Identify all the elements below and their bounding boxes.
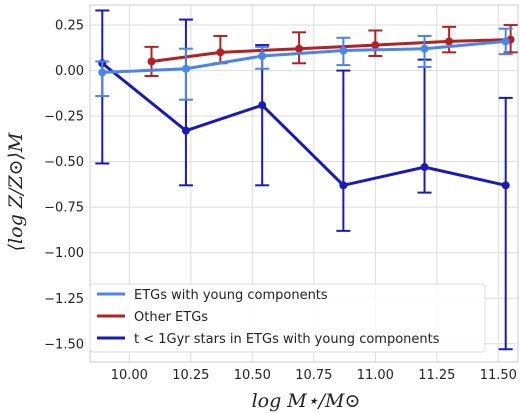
data-point — [501, 37, 510, 46]
x-tick-label: 10.50 — [234, 368, 271, 383]
series-line — [102, 39, 506, 74]
x-tick-label: 11.50 — [480, 368, 517, 383]
series-2 — [95, 9, 513, 351]
data-point — [147, 57, 156, 66]
y-tick-label: 0.00 — [55, 64, 84, 79]
y-tick-label: −1.50 — [44, 337, 84, 352]
data-point — [216, 48, 225, 57]
data-point — [445, 37, 454, 46]
legend-label-etgs-young: ETGs with young components — [134, 288, 328, 303]
x-tick-label: 10.75 — [295, 368, 332, 383]
data-point — [181, 126, 190, 135]
series-layer — [95, 9, 518, 351]
data-point — [258, 52, 267, 60]
data-point — [339, 181, 348, 190]
tick-labels: 10.00 10.25 10.50 10.75 11.00 11.25 11.50 0.25 0… — [44, 19, 517, 383]
series-line — [101, 62, 507, 187]
data-point — [98, 68, 107, 77]
data-point — [181, 64, 190, 73]
data-point — [339, 46, 348, 55]
data-point — [501, 181, 510, 190]
series-line — [151, 38, 511, 63]
y-tick-label: 0.25 — [55, 19, 84, 34]
plot-frame — [89, 4, 519, 363]
y-tick-label: −1.25 — [44, 292, 84, 307]
legend-label-young-stars: t < 1Gyr stars in ETGs with young compon… — [134, 332, 440, 347]
y-tick-label: −1.00 — [44, 246, 84, 261]
x-axis-label: log M⋆/M⊙ — [252, 390, 361, 412]
data-point — [295, 44, 304, 53]
legend-box — [89, 283, 486, 353]
y-tick-label: −0.25 — [44, 110, 84, 125]
legend-label-other-etgs: Other ETGs — [134, 310, 208, 325]
data-point — [420, 163, 429, 172]
x-tick-label: 10.25 — [172, 368, 209, 383]
x-tick-label: 10.00 — [111, 368, 148, 383]
y-tick-label: −0.50 — [44, 155, 84, 170]
x-tick-label: 11.00 — [357, 368, 394, 383]
y-tick-label: −0.75 — [44, 201, 84, 216]
data-point — [371, 41, 380, 50]
data-point — [258, 101, 267, 110]
y-axis-label: ⟨log Z/Z⊙⟩M — [5, 132, 27, 251]
data-point — [420, 44, 429, 53]
legend: ETGs with young components Other ETGs t … — [89, 283, 486, 353]
x-tick-label: 11.25 — [418, 368, 455, 383]
series-0 — [95, 27, 513, 101]
